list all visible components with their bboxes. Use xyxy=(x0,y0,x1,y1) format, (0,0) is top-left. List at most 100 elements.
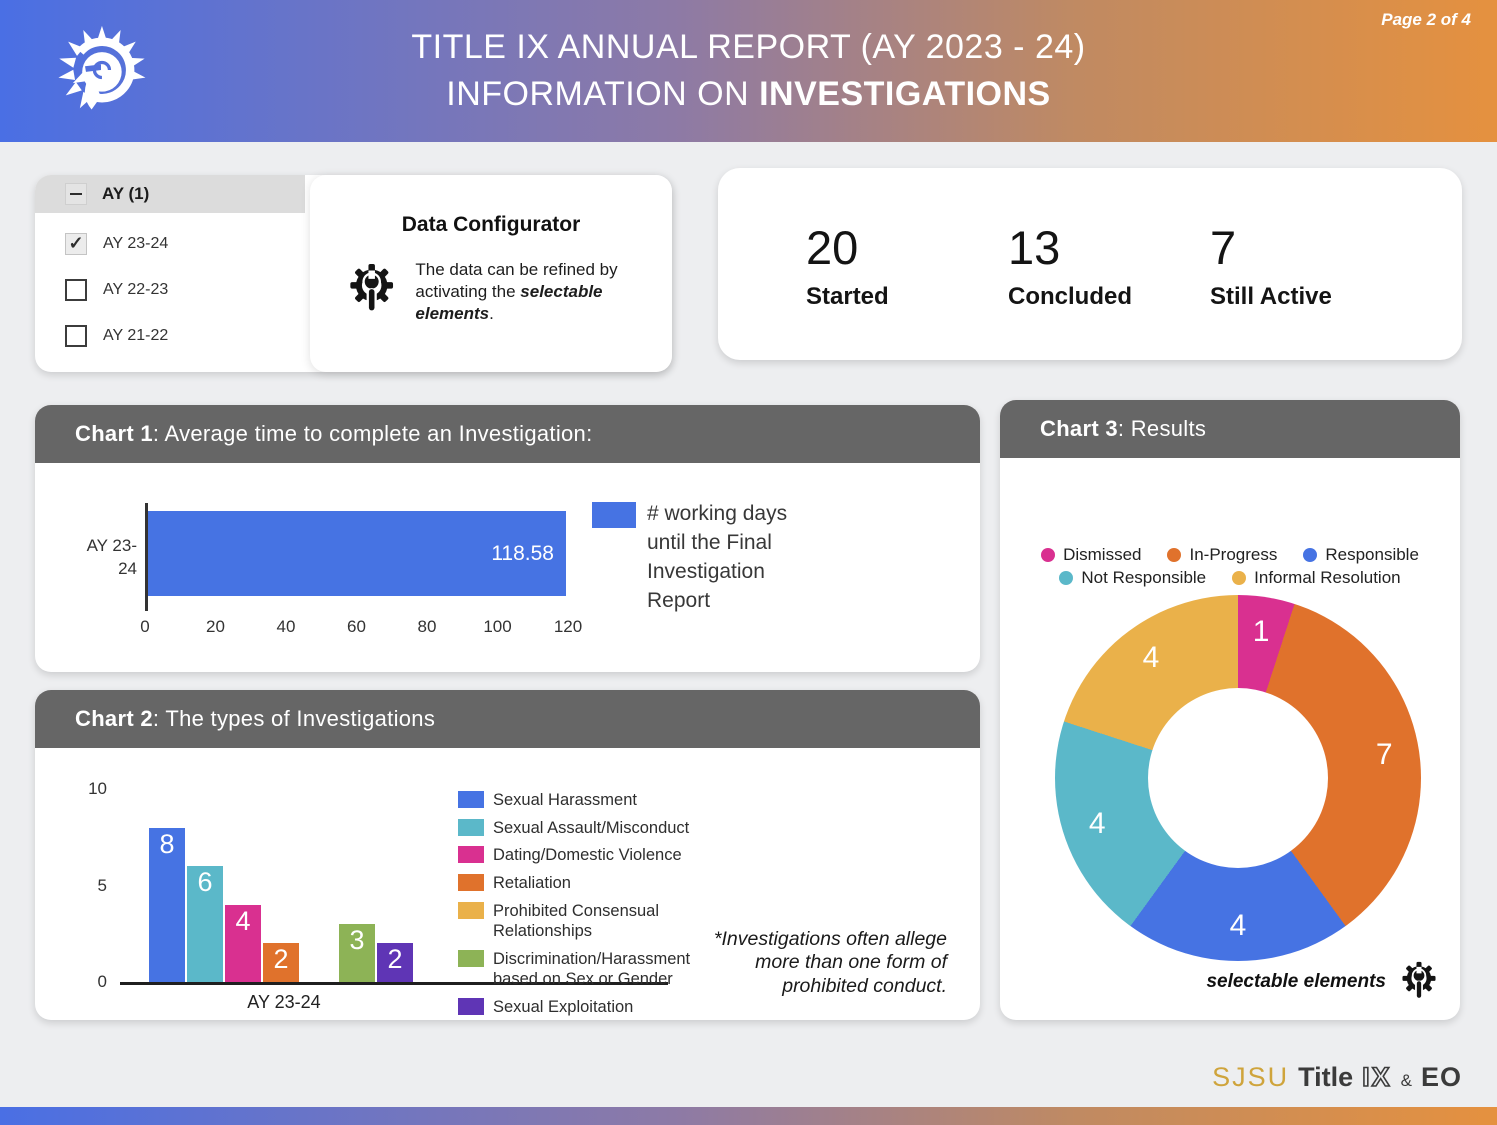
chart1-x-tick: 100 xyxy=(483,617,512,636)
gear-wrench-icon xyxy=(1402,961,1436,1000)
chart2-bar[interactable]: 3 xyxy=(339,924,375,982)
slicer-option[interactable]: AY 21-22 xyxy=(65,319,168,352)
checkbox-unchecked[interactable] xyxy=(65,324,87,347)
slicer-option[interactable]: ✓ AY 23-24 xyxy=(65,227,168,260)
stat-label: Started xyxy=(806,283,889,310)
chart2-legend-label: Sexual Harassment xyxy=(493,791,637,809)
chart2-legend-label: Prohibited Consensual Relationships xyxy=(493,901,660,941)
brand-title: Title xyxy=(1298,1062,1354,1092)
chart3-legend-label: In-Progress xyxy=(1189,545,1278,564)
slicer-option-label: AY 22-23 xyxy=(103,280,169,298)
checkbox-unchecked[interactable] xyxy=(65,278,87,301)
chart2-bar-value: 2 xyxy=(273,944,289,975)
chart2-bar[interactable]: 8 xyxy=(149,827,185,982)
report-title-line1: TITLE IX ANNUAL REPORT (AY 2023 - 24) xyxy=(411,28,1086,66)
selectable-elements-label: selectable elements xyxy=(1206,971,1386,992)
chart2-bar[interactable]: 4 xyxy=(225,904,261,982)
chart1-x-tick: 40 xyxy=(276,617,296,636)
chart2-bar[interactable]: 6 xyxy=(187,866,223,982)
chart3-header: Chart 3: Results xyxy=(1000,400,1460,458)
chart2-y-tick: 5 xyxy=(97,875,107,895)
chart2-legend-item: Sexual Harassment xyxy=(458,790,728,811)
investigation-stats-card: 20 Started 13 Concluded 7 Still Active xyxy=(718,168,1462,360)
chart3-slice-value: 1 xyxy=(1252,614,1270,648)
header-banner: TITLE IX ANNUAL REPORT (AY 2023 - 24) IN… xyxy=(0,0,1497,142)
chart3-legend-item: Informal Resolution xyxy=(1232,568,1401,588)
footer-brand: SJSU Title IX & EO xyxy=(1212,1061,1462,1093)
gear-wrench-icon xyxy=(350,264,394,313)
checkbox-checked[interactable]: ✓ xyxy=(65,232,87,255)
chart3-legend-dot xyxy=(1232,571,1247,585)
chart1-card: Chart 1: Average time to complete an Inv… xyxy=(35,405,980,672)
data-configurator-card: AY (1) ✓ AY 23-24 AY 22-23 AY 21-22 Data Co… xyxy=(35,175,672,372)
chart2-legend-swatch xyxy=(458,949,484,967)
chart1-header: Chart 1: Average time to complete an Inv… xyxy=(35,405,980,463)
chart2-legend-swatch xyxy=(458,998,484,1015)
slicer-header[interactable]: AY (1) xyxy=(35,175,305,213)
chart3-legend-label: Dismissed xyxy=(1063,545,1142,564)
chart2-legend-item: Retaliation xyxy=(458,873,728,894)
slicer-option-label: AY 23-24 xyxy=(103,234,169,252)
stat-value: 13 xyxy=(1008,221,1061,274)
brand-sjsu: SJSU xyxy=(1212,1062,1290,1092)
chart2-y-tick: 0 xyxy=(97,972,107,991)
page-indicator: Page 2 of 4 xyxy=(1381,10,1471,29)
chart2-legend-item: Discrimination/Harassment based on Sex o… xyxy=(458,949,728,990)
chart3-legend-dot xyxy=(1041,548,1056,562)
chart3-slice-value: 7 xyxy=(1375,737,1393,771)
chart1-bar[interactable]: 118.58 xyxy=(148,511,566,596)
chart1-legend-swatch xyxy=(592,502,636,528)
brand-eo: EO xyxy=(1420,1062,1462,1092)
chart3-legend-item: In-Progress xyxy=(1167,545,1277,565)
stats-row: 20 Started 13 Concluded 7 Still Active xyxy=(718,168,1462,311)
stat-item: 7 Still Active xyxy=(1210,220,1412,311)
chart2-legend-label: Discrimination/Harassment based on Sex o… xyxy=(493,949,691,989)
chart2-bar-value: 2 xyxy=(387,944,403,975)
brand-ix: IX xyxy=(1361,1061,1392,1093)
stat-value: 20 xyxy=(806,221,859,274)
slicer-option[interactable]: AY 22-23 xyxy=(65,273,168,306)
chart2-y-tick: 10 xyxy=(88,779,107,798)
slicer-options: ✓ AY 23-24 AY 22-23 AY 21-22 xyxy=(65,227,168,352)
chart3-legend-item: Responsible xyxy=(1303,545,1419,565)
chart3-donut[interactable]: 1 7 4 4 4 xyxy=(1055,595,1421,961)
chart2-legend-item: Sexual Assault/Misconduct xyxy=(458,818,728,839)
configurator-title: Data Configurator xyxy=(401,213,581,236)
chart2-legend-swatch xyxy=(458,873,484,891)
chart2-legend-label: Sexual Exploitation xyxy=(493,998,634,1016)
chart1-x-tick: 120 xyxy=(553,617,583,636)
report-title: TITLE IX ANNUAL REPORT (AY 2023 - 24) IN… xyxy=(0,24,1497,118)
configurator-description: The data can be refined by activating th… xyxy=(415,260,618,324)
chart3-slice-value: 4 xyxy=(1229,909,1247,942)
chart3-donut-hole xyxy=(1148,688,1328,868)
stat-label: Still Active xyxy=(1210,283,1332,310)
chart2-legend-swatch xyxy=(458,846,484,864)
chart2-bar-value: 3 xyxy=(349,925,365,956)
chart2-bar[interactable]: 2 xyxy=(377,943,413,982)
chart3-legend: Dismissed In-Progress Responsible Not Respo… xyxy=(1020,545,1440,588)
stat-label: Concluded xyxy=(1008,283,1132,310)
chart2-legend-label: Retaliation xyxy=(493,873,571,892)
chart1-x-tick: 20 xyxy=(206,617,225,636)
slicer-option-label: AY 21-22 xyxy=(103,326,169,344)
chart2-bar-value: 6 xyxy=(197,867,213,898)
slicer-group-label: AY (1) xyxy=(102,184,150,203)
stat-item: 13 Concluded xyxy=(1008,220,1210,311)
chart2-legend: Sexual Harassment Sexual Assault/Miscondu… xyxy=(458,790,728,1018)
indeterminate-dash-icon xyxy=(70,192,82,196)
chart3-legend-label: Not Responsible xyxy=(1081,568,1207,587)
chart2-bar-value: 8 xyxy=(159,828,175,859)
chart2-legend-label: Dating/Domestic Violence xyxy=(493,846,682,865)
select-all-checkbox-indeterminate[interactable] xyxy=(65,183,87,205)
chart2-bar[interactable]: 2 xyxy=(263,943,299,982)
chart2-x-axis-line xyxy=(120,982,668,985)
chart3-legend-label: Responsible xyxy=(1325,545,1419,564)
bottom-gradient-bar xyxy=(0,1107,1497,1125)
chart3-selectable-note: selectable elements xyxy=(1206,958,1442,1006)
stat-value: 7 xyxy=(1210,221,1237,274)
chart2-legend-swatch xyxy=(458,791,484,808)
chart1-x-tick: 0 xyxy=(140,617,150,636)
report-title-line2: INFORMATION ON INVESTIGATIONS xyxy=(446,75,1051,113)
